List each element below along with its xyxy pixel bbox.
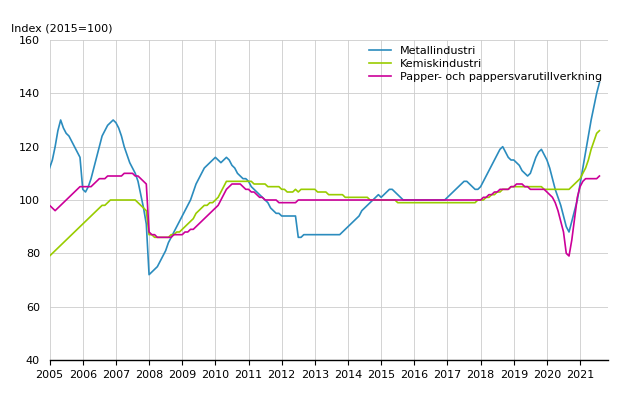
Papper- och pappersvarutillverkning xyxy=(596,174,603,178)
Papper- och pappersvarutillverkning xyxy=(151,232,158,237)
Line: Kemiskindustri: Kemiskindustri xyxy=(50,131,600,256)
Kemiskindustri xyxy=(148,232,156,237)
Metallindustri xyxy=(571,208,578,213)
Papper- och pappersvarutillverkning xyxy=(552,200,559,205)
Kemiskindustri xyxy=(192,211,200,216)
Papper- och pappersvarutillverkning xyxy=(46,203,53,208)
Papper- och pappersvarutillverkning xyxy=(120,171,128,176)
Papper- och pappersvarutillverkning xyxy=(195,222,203,226)
Metallindustri xyxy=(68,139,76,144)
Metallindustri xyxy=(596,80,603,85)
Metallindustri xyxy=(151,267,158,272)
Papper- och pappersvarutillverkning xyxy=(574,195,581,200)
Metallindustri xyxy=(79,187,86,192)
Metallindustri xyxy=(195,176,203,181)
Papper- och pappersvarutillverkning xyxy=(565,254,573,258)
Papper- och pappersvarutillverkning xyxy=(79,184,86,189)
Line: Papper- och pappersvarutillverkning: Papper- och pappersvarutillverkning xyxy=(50,173,600,256)
Metallindustri xyxy=(46,166,53,170)
Papper- och pappersvarutillverkning xyxy=(68,192,76,197)
Legend: Metallindustri, Kemiskindustri, Papper- och pappersvarutillverkning: Metallindustri, Kemiskindustri, Papper- … xyxy=(369,46,602,82)
Kemiskindustri xyxy=(568,184,575,189)
Metallindustri xyxy=(552,187,559,192)
Text: Index (2015=100): Index (2015=100) xyxy=(11,24,112,34)
Line: Metallindustri: Metallindustri xyxy=(50,83,600,275)
Kemiskindustri xyxy=(596,128,603,133)
Kemiskindustri xyxy=(79,222,86,226)
Metallindustri xyxy=(145,272,153,277)
Kemiskindustri xyxy=(68,232,76,237)
Kemiskindustri xyxy=(549,187,556,192)
Kemiskindustri xyxy=(46,254,53,258)
